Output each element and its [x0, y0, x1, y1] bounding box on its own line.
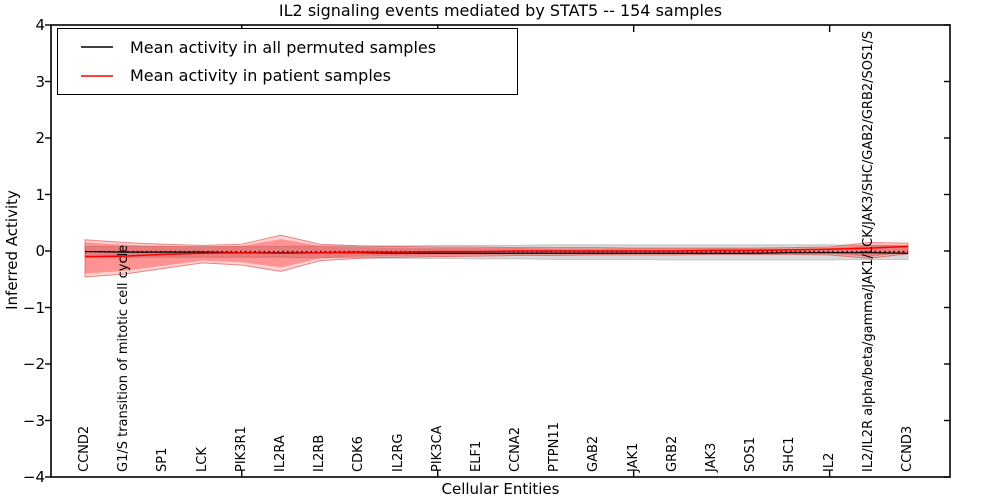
x-entity-label: JAK1	[625, 442, 641, 472]
x-entity-label: JAK3	[704, 442, 720, 472]
legend-item: Mean activity in patient samples	[80, 66, 517, 85]
x-entity-label: IL2RB	[312, 434, 328, 472]
x-entity-label: G1/S transition of mitotic cell cycle	[116, 244, 132, 472]
legend-item-label: Mean activity in all permuted samples	[130, 37, 437, 57]
legend-item: Mean activity in all permuted samples	[80, 38, 517, 57]
x-entity-label: SHC1	[782, 436, 798, 472]
patient-std-inner-band	[85, 239, 908, 274]
x-entity-label: CDK6	[351, 436, 367, 472]
x-entity-label: GAB2	[586, 435, 602, 472]
x-entity-label: IL2	[821, 452, 837, 472]
patient-mean-line	[84, 245, 909, 258]
x-entity-label: GRB2	[664, 435, 680, 472]
y-tick-label: −3	[22, 411, 45, 430]
x-entity-label: IL2RG	[390, 433, 406, 472]
legend-line-sample	[81, 74, 113, 77]
legend-line-sample	[81, 46, 113, 49]
x-entity-label: SP1	[155, 447, 171, 472]
x-entity-label: LCK	[194, 447, 210, 472]
x-entity-label: IL2/IL2R alpha/beta/gamma/JAK1/LCK/JAK3/…	[860, 30, 876, 472]
y-tick-label: 0	[35, 242, 45, 260]
x-entity-label: CCND3	[900, 425, 915, 472]
x-entity-label: SOS1	[743, 436, 759, 472]
x-entity-label: CCND2	[77, 425, 92, 472]
x-entity-label: IL2RA	[272, 435, 288, 472]
y-tick-label: 4	[35, 16, 45, 34]
x-axis-label: Cellular Entities	[441, 480, 560, 498]
x-entity-label: CCNA2	[508, 426, 524, 472]
x-entity-label: PTPN11	[547, 422, 563, 472]
x-entity-label: ELF1	[468, 440, 484, 472]
chart-title: IL2 signaling events mediated by STAT5 -…	[278, 1, 723, 20]
y-tick-label: 2	[35, 129, 45, 147]
x-entity-label: PIK3R1	[233, 426, 249, 472]
patient-std-outer-band	[84, 234, 909, 278]
y-tick-label: 1	[35, 185, 45, 204]
y-tick-label: −4	[22, 468, 45, 486]
y-tick-label: −2	[22, 355, 45, 373]
y-tick-label: −1	[22, 298, 45, 317]
y-tick-label: 3	[35, 72, 45, 91]
legend: Mean activity in all permuted samples Mea…	[57, 28, 518, 95]
legend-item-label: Mean activity in patient samples	[130, 66, 391, 86]
x-entity-label: PIK3CA	[429, 425, 445, 472]
